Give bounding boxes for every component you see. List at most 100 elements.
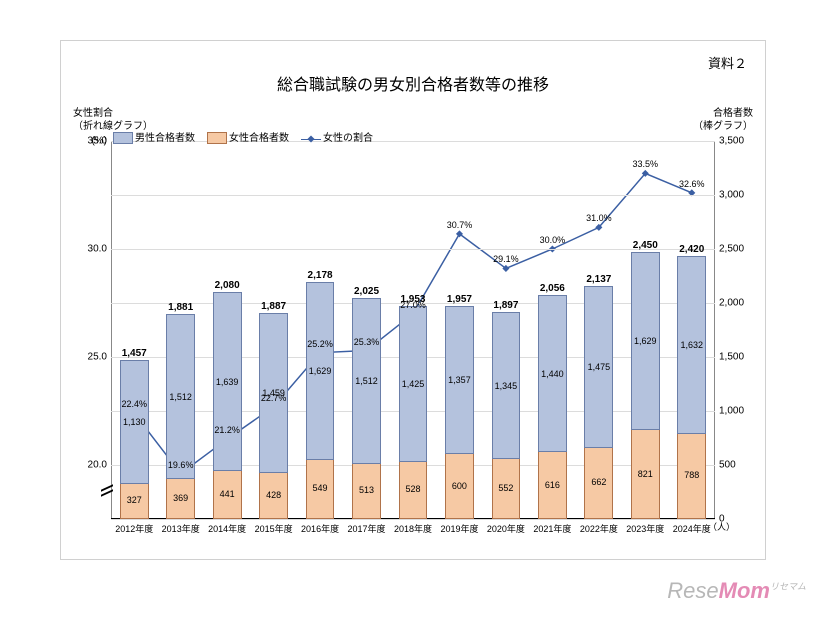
y-left-unit: (%) — [91, 136, 107, 147]
bar-male: 1,357 — [445, 306, 474, 455]
x-tick-label: 2021年度 — [533, 522, 571, 535]
bar-group: 5491,6292,178 — [306, 141, 335, 519]
y-right-title: 合格者数（棒グラフ） — [693, 107, 753, 133]
bar-male: 1,425 — [399, 306, 428, 462]
legend-male: 男性合格者数 — [113, 129, 195, 144]
x-tick-label: 2019年度 — [440, 522, 478, 535]
ratio-value-label: 25.2% — [307, 339, 333, 349]
bar-female: 662 — [584, 446, 613, 519]
bar-female: 441 — [213, 469, 242, 519]
legend: 男性合格者数 女性合格者数 女性の割合 — [113, 129, 373, 144]
bar-female-value: 513 — [353, 485, 380, 495]
bar-male-value: 1,440 — [539, 369, 566, 379]
y-right-tick: 3,500 — [719, 136, 744, 147]
bar-total-value: 2,056 — [538, 283, 567, 294]
x-tick-label: 2015年度 — [255, 522, 293, 535]
bar-male-value: 1,357 — [446, 375, 473, 385]
bar-group: 788 1,632 2,420 — [677, 141, 706, 519]
bar-male: 1,512 — [166, 314, 195, 479]
bar-male-value: 1,629 — [632, 336, 659, 346]
bar-total-value: 2,025 — [352, 286, 381, 297]
bar-total-value: 1,887 — [259, 301, 288, 312]
bar-group: 552 1,345 1,897 — [492, 141, 521, 519]
bar-male: 1,440 — [538, 295, 567, 453]
axis-break — [101, 487, 113, 495]
bar-male: 1,632 — [677, 256, 706, 434]
bar-female: 369 — [166, 477, 195, 519]
bar-female-value: 441 — [214, 489, 241, 499]
x-tick-label: 2013年度 — [162, 522, 200, 535]
x-tick-label: 2022年度 — [580, 522, 618, 535]
bar-female-value: 821 — [632, 469, 659, 479]
ratio-value-label: 30.7% — [447, 220, 473, 230]
y-right-tick: 0 — [719, 514, 725, 525]
plot-area: （人） 05001,0001,5002,0002,5003,0003,50020… — [111, 141, 715, 519]
bar-female-value: 600 — [446, 481, 473, 491]
bar-male-value: 1,425 — [400, 379, 427, 389]
bar-female-value: 788 — [678, 470, 705, 480]
bar-female-value: 327 — [121, 495, 148, 505]
chart-frame: 資料２ 総合職試験の男女別合格者数等の推移 女性割合（折れ線グラフ） 合格者数（… — [60, 40, 766, 560]
y-right-tick: 2,000 — [719, 298, 744, 309]
bar-total-value: 1,457 — [120, 348, 149, 359]
x-tick-label: 2016年度 — [301, 522, 339, 535]
bar-male-value: 1,639 — [214, 377, 241, 387]
x-tick-label: 2020年度 — [487, 522, 525, 535]
bar-male: 1,639 — [213, 292, 242, 471]
bar-female: 513 — [352, 462, 381, 519]
bar-total-value: 2,450 — [631, 240, 660, 251]
bar-total-value: 1,897 — [492, 300, 521, 311]
bar-female: 552 — [492, 457, 521, 519]
bar-female-value: 528 — [400, 484, 427, 494]
bar-female-value: 662 — [585, 477, 612, 487]
chart-sheet: 資料２ 総合職試験の男女別合格者数等の推移 女性割合（折れ線グラフ） 合格者数（… — [0, 0, 826, 620]
watermark: ReseMomリセマム — [667, 578, 806, 604]
ratio-value-label: 30.0% — [540, 235, 566, 245]
bar-female: 600 — [445, 452, 474, 519]
bar-male-value: 1,512 — [167, 392, 194, 402]
bar-male: 1,512 — [352, 298, 381, 463]
ratio-value-label: 27.0% — [400, 300, 426, 310]
bar-total-value: 2,420 — [677, 244, 706, 255]
bar-male-value: 1,345 — [493, 381, 520, 391]
ratio-value-label: 25.3% — [354, 337, 380, 347]
bar-male: 1,345 — [492, 312, 521, 459]
y-left-tick: 20.0 — [88, 460, 107, 471]
corner-note: 資料２ — [708, 53, 747, 72]
bar-male-value: 1,475 — [585, 362, 612, 372]
y-right-tick: 1,000 — [719, 406, 744, 417]
bar-group: 616 1,440 2,056 — [538, 141, 567, 519]
y-right-tick: 3,000 — [719, 190, 744, 201]
x-tick-label: 2012年度 — [115, 522, 153, 535]
bar-female-value: 428 — [260, 490, 287, 500]
y-left-tick: 30.0 — [88, 244, 107, 255]
bar-female-value: 369 — [167, 493, 194, 503]
chart-title: 総合職試験の男女別合格者数等の推移 — [61, 71, 765, 95]
x-tick-label: 2023年度 — [626, 522, 664, 535]
bar-female-value: 549 — [307, 483, 334, 493]
bar-female-value: 552 — [493, 483, 520, 493]
ratio-value-label: 21.2% — [214, 425, 240, 435]
bar-group: 4411,6392,080 — [213, 141, 242, 519]
bar-female: 528 — [399, 460, 428, 519]
bar-male-value: 1,629 — [307, 366, 334, 376]
bar-male-value: 1,632 — [678, 340, 705, 350]
legend-female: 女性合格者数 — [207, 129, 289, 144]
bar-female: 616 — [538, 450, 567, 519]
y-right-tick: 2,500 — [719, 244, 744, 255]
bar-group: 5281,4251,953 — [399, 141, 428, 519]
ratio-value-label: 33.5% — [633, 159, 659, 169]
ratio-value-label: 29.1% — [493, 254, 519, 264]
bar-group: 821 1,629 2,450 — [631, 141, 660, 519]
bar-group: 513 1,5122,025 — [352, 141, 381, 519]
y-right-tick: 1,500 — [719, 352, 744, 363]
bar-female: 788 — [677, 432, 706, 519]
bar-male: 1,475 — [584, 286, 613, 447]
ratio-value-label: 32.6% — [679, 179, 705, 189]
gridline — [111, 519, 715, 520]
legend-ratio: 女性の割合 — [301, 129, 373, 144]
bar-female: 428 — [259, 471, 288, 519]
ratio-value-label: 19.6% — [168, 460, 194, 470]
ratio-value-label: 22.7% — [261, 393, 287, 403]
y-left-tick: 25.0 — [88, 352, 107, 363]
